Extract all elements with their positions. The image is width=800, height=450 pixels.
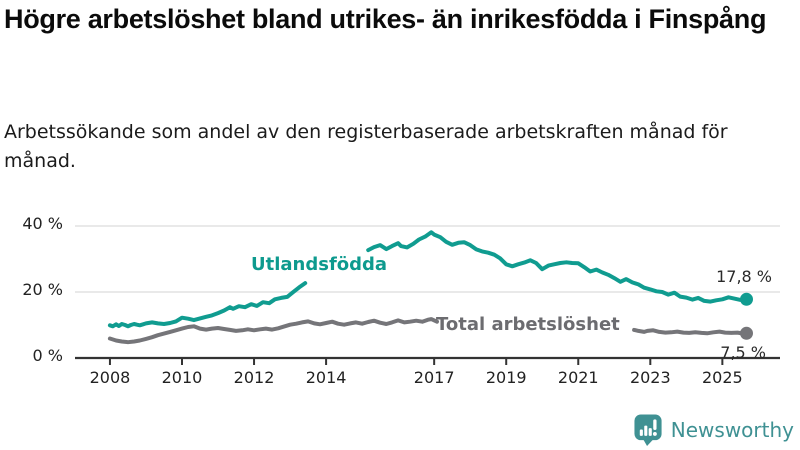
newsworthy-logo[interactable]: Newsworthy <box>633 412 794 448</box>
end-value-total-arbetsloshet: 7,5 % <box>720 343 766 362</box>
series-label-total-arbetsloshet: Total arbetslöshet <box>436 314 620 335</box>
x-tick-label: 2023 <box>629 368 671 387</box>
series-line-1 <box>107 317 439 345</box>
newsworthy-bubble-chart-icon <box>634 414 662 446</box>
x-tick-label: 2008 <box>89 368 131 387</box>
series-end-dot-1 <box>740 326 753 340</box>
page-title: Högre arbetslöshet bland utrikes- än inr… <box>4 4 767 34</box>
y-tick-label: 0 % <box>32 346 63 365</box>
x-tick-label: 2012 <box>233 368 275 387</box>
series-end-dot-0 <box>740 292 753 306</box>
x-tick-label: 2025 <box>702 368 743 387</box>
series-line-1 <box>632 327 749 336</box>
series-line-0 <box>107 281 308 329</box>
series-label-utlandsfodda: Utlandsfödda <box>251 254 388 275</box>
newsworthy-wordmark: Newsworthy <box>670 418 794 442</box>
y-tick-label: 40 % <box>22 214 63 233</box>
x-tick-label: 2014 <box>305 368 347 387</box>
page-subtitle: Arbetssökande som andel av den registerb… <box>4 121 728 173</box>
x-tick-label: 2019 <box>485 368 527 387</box>
y-tick-label: 20 % <box>22 280 63 299</box>
x-tick-label: 2010 <box>161 368 203 387</box>
series-line-0 <box>366 230 749 304</box>
end-value-utlandsfodda: 17,8 % <box>716 267 772 286</box>
x-tick-label: 2021 <box>557 368 599 387</box>
x-tick-label: 2017 <box>413 368 455 387</box>
